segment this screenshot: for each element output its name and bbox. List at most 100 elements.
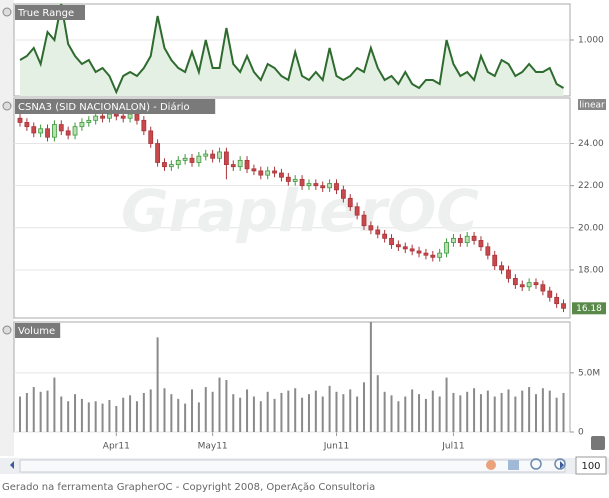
candle-body xyxy=(327,183,333,189)
bar xyxy=(541,388,544,432)
candle-body xyxy=(196,155,202,163)
candle-body xyxy=(79,122,85,128)
candle-body xyxy=(134,113,140,121)
bar xyxy=(404,396,407,432)
tool-icon[interactable] xyxy=(508,460,519,470)
candle-body xyxy=(533,282,539,286)
bar xyxy=(507,389,510,432)
bar xyxy=(232,394,235,432)
bar xyxy=(74,394,77,432)
bar xyxy=(342,394,345,432)
candle-body xyxy=(72,126,78,136)
candle-body xyxy=(24,122,30,128)
bar xyxy=(431,390,434,432)
bar xyxy=(46,390,49,432)
candle-body xyxy=(416,250,422,254)
bar xyxy=(197,402,200,432)
candle-body xyxy=(554,296,560,305)
bar xyxy=(266,391,269,432)
line xyxy=(19,3,565,95)
bar xyxy=(129,395,132,432)
candle-body xyxy=(306,183,312,187)
bar xyxy=(32,387,35,432)
panel-header xyxy=(15,323,61,338)
bar xyxy=(39,391,42,432)
candle-body xyxy=(375,229,381,235)
bar xyxy=(390,395,393,432)
x-tick-label: Apr11 xyxy=(103,442,130,452)
bar xyxy=(466,391,469,432)
bar xyxy=(383,391,386,432)
bar xyxy=(149,389,152,432)
bar xyxy=(321,396,324,432)
candle-body xyxy=(52,124,57,138)
bar xyxy=(328,385,331,432)
bar xyxy=(445,377,448,432)
candle-body xyxy=(340,189,346,199)
x-tick-label: Jun11 xyxy=(323,442,350,452)
bar xyxy=(500,392,503,432)
bar xyxy=(211,391,214,432)
bar xyxy=(493,396,496,432)
candle-body xyxy=(285,176,291,182)
candle-body xyxy=(162,162,167,168)
candle-body xyxy=(451,237,456,243)
panel-button xyxy=(2,101,12,111)
bar xyxy=(87,402,90,432)
candle-body xyxy=(430,254,436,258)
candle-body xyxy=(402,246,408,250)
bar xyxy=(418,394,421,432)
bar xyxy=(108,400,111,432)
candle-body xyxy=(237,159,243,168)
panel-header xyxy=(15,5,85,20)
bar xyxy=(280,392,283,432)
candle-body xyxy=(272,170,277,174)
y-tick-label: 22.00 xyxy=(578,181,604,191)
candle-body xyxy=(526,282,532,288)
zoom-value[interactable]: 100 xyxy=(581,461,600,472)
candle-body xyxy=(457,237,463,243)
bar xyxy=(307,394,310,432)
bar xyxy=(555,397,558,432)
panel-title: Volume xyxy=(18,326,55,337)
candle-body xyxy=(361,214,367,227)
bar xyxy=(459,395,462,432)
scroll-right[interactable] xyxy=(560,461,564,469)
footer: Gerado na ferramenta GrapherOC - Copyrig… xyxy=(2,482,375,493)
bar xyxy=(67,401,70,432)
bar xyxy=(177,398,180,432)
tool-icon[interactable] xyxy=(486,460,496,470)
bar xyxy=(142,392,145,432)
bar xyxy=(156,337,159,432)
zoom-box[interactable] xyxy=(575,456,607,475)
bar xyxy=(356,396,359,432)
bar xyxy=(53,377,56,432)
panel-title: CSNA3 (SID NACIONALON) - Diário xyxy=(18,101,190,113)
candle-body xyxy=(382,233,388,239)
y-tick-label: 20.00 xyxy=(578,223,604,233)
candle-body xyxy=(561,303,566,309)
candle-body xyxy=(292,178,298,182)
bar xyxy=(486,390,489,432)
bar xyxy=(397,401,400,432)
bar xyxy=(314,390,317,432)
y-tick-label: 24.00 xyxy=(578,139,604,149)
candle-body xyxy=(113,113,119,117)
x-tick-label: May11 xyxy=(198,442,228,452)
bar xyxy=(163,388,166,432)
bar xyxy=(514,396,517,432)
scroll-track[interactable] xyxy=(19,459,566,473)
bar xyxy=(239,397,242,432)
scroll-left[interactable] xyxy=(10,461,14,469)
candle-body xyxy=(107,113,112,119)
panel-title: True Range xyxy=(17,8,74,19)
tool-button[interactable] xyxy=(591,436,605,450)
bar xyxy=(184,403,187,432)
zoom-out[interactable] xyxy=(530,458,542,470)
left-gutter xyxy=(0,0,14,456)
bar xyxy=(19,396,21,432)
zoom-in[interactable] xyxy=(554,458,566,470)
candle-body xyxy=(512,277,518,286)
bar xyxy=(273,398,276,432)
